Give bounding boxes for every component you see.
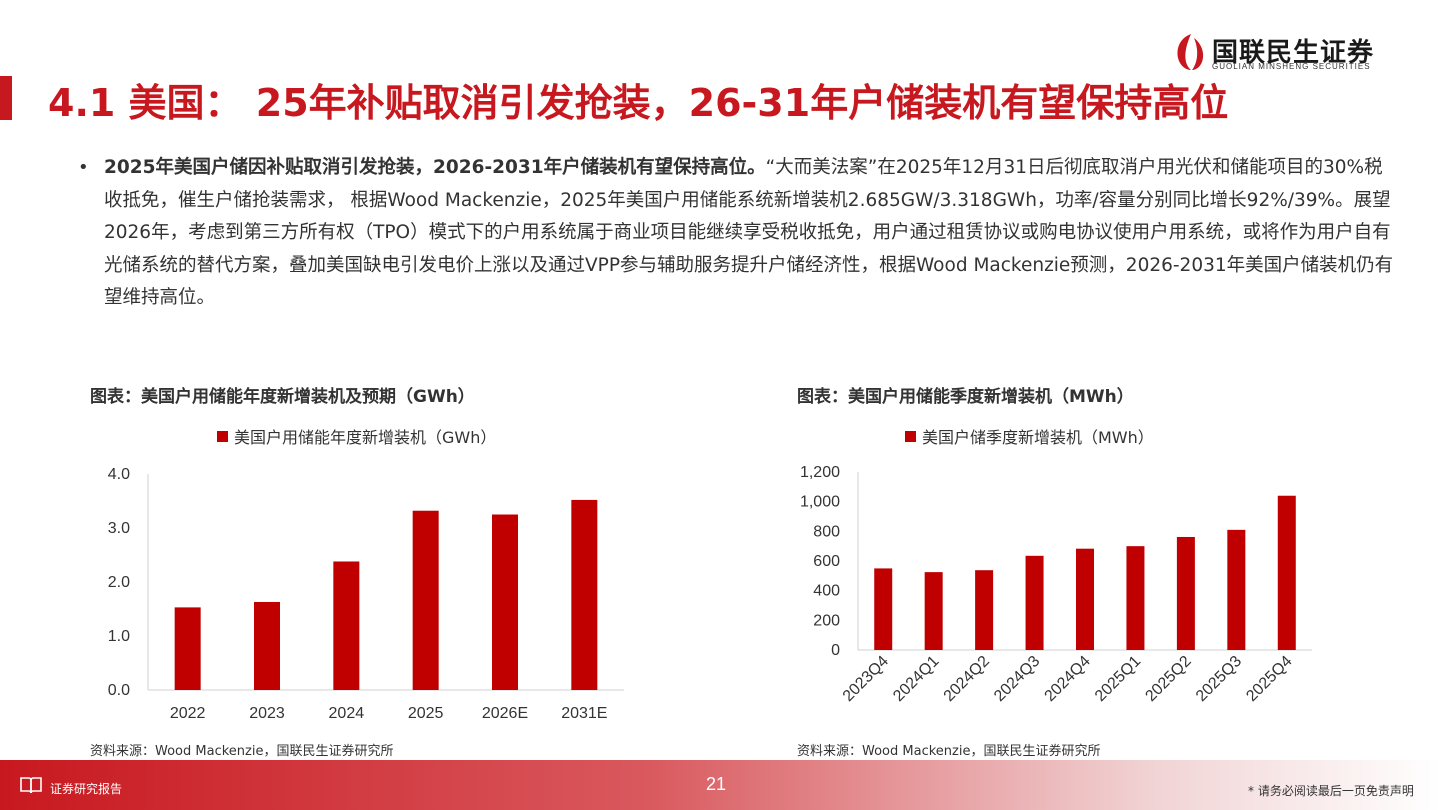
x-tick-label: 2024Q2 — [941, 653, 993, 705]
bar — [412, 510, 439, 690]
bullet-marker: • — [78, 157, 89, 178]
x-tick-label: 2023Q4 — [840, 653, 892, 705]
logo-mark-icon — [1177, 34, 1204, 70]
x-tick-label: 2025Q3 — [1193, 653, 1245, 705]
bar — [1277, 495, 1296, 650]
y-tick-label: 2.0 — [108, 574, 130, 591]
bar — [492, 514, 518, 690]
book-icon — [20, 777, 42, 794]
x-tick-label: 2025Q1 — [1092, 653, 1144, 705]
left-bar-chart: 0.0 1.0 2.0 3.0 4.0 2022 2023 2024 2025 2026E 2031… — [108, 466, 624, 722]
x-tick-label: 2024 — [329, 705, 365, 722]
disclaimer: * 请务必阅读最后一页免责声明 — [1248, 784, 1414, 798]
bar — [1176, 536, 1195, 650]
y-tick-label: 0.0 — [108, 682, 130, 699]
x-tick-label: 2024Q4 — [1042, 653, 1094, 705]
bar — [1227, 529, 1246, 650]
bar — [924, 572, 943, 650]
y-tick-label: 4.0 — [108, 466, 130, 483]
right-chart-heading: 图表：美国户用储能季度新增装机（MWh） — [797, 387, 1134, 407]
x-tick-label: 2023 — [249, 705, 285, 722]
company-logo: 国联民生证券 GUOLIAN MINSHENG SECURITIES — [1174, 30, 1394, 74]
paragraph-lead: 2025年美国户储因补贴取消引发抢装，2026-2031年户储装机有望保持高位。 — [104, 157, 766, 178]
page-number: 21 — [706, 774, 727, 794]
page-footer: 证券研究报告 21 * 请务必阅读最后一页免责声明 — [0, 760, 1440, 810]
x-tick-label: 2022 — [170, 705, 206, 722]
x-tick-label: 2025Q4 — [1243, 653, 1295, 705]
y-tick-label: 400 — [813, 583, 840, 600]
bar — [874, 568, 893, 650]
x-tick-label: 2024Q3 — [991, 653, 1043, 705]
bar — [975, 570, 994, 650]
y-tick-label: 800 — [813, 523, 840, 540]
left-legend-label: 美国户用储能年度新增装机（GWh） — [234, 428, 497, 447]
x-tick-label: 2031E — [561, 705, 607, 722]
paragraph-text: “大而美法案”在2025年12月31日后彻底取消户用光伏和储能项目的30%税收抵… — [104, 157, 1394, 308]
page-title: 4.1 美国： 25年补贴取消引发抢装，26-31年户储装机有望保持高位 — [48, 81, 1229, 125]
y-tick-label: 200 — [813, 612, 840, 629]
y-tick-label: 600 — [813, 553, 840, 570]
bar — [174, 607, 201, 690]
y-tick-label: 0 — [831, 642, 840, 659]
y-tick-label: 1.0 — [108, 628, 130, 645]
logo-name: 国联民生证券 — [1212, 38, 1375, 68]
footer-label: 证券研究报告 — [50, 782, 123, 796]
x-tick-label: 2024Q1 — [890, 653, 942, 705]
bar — [254, 601, 280, 690]
y-tick-label: 3.0 — [108, 520, 130, 537]
bar — [1025, 555, 1044, 650]
y-tick-label: 1,000 — [800, 494, 840, 511]
bar — [1076, 548, 1094, 650]
y-tick-label: 1,200 — [800, 464, 840, 481]
logo-subtitle: GUOLIAN MINSHENG SECURITIES — [1212, 62, 1371, 71]
x-tick-label: 2026E — [482, 705, 528, 722]
bar — [333, 561, 360, 690]
bar — [1126, 546, 1145, 650]
right-chart-legend: 美国户储季度新增装机（MWh） — [905, 424, 1154, 448]
x-tick-label: 2025Q2 — [1142, 653, 1194, 705]
body-paragraph: 2025年美国户储因补贴取消引发抢装，2026-2031年户储装机有望保持高位。… — [104, 152, 1394, 315]
left-chart-heading: 图表：美国户用储能年度新增装机及预期（GWh） — [90, 387, 475, 407]
legend-swatch — [217, 430, 228, 442]
right-bar-chart: 02004006008001,0001,2002023Q42024Q12024Q… — [800, 464, 1312, 705]
bar — [571, 499, 598, 690]
right-legend-label: 美国户储季度新增装机（MWh） — [922, 428, 1154, 447]
left-chart-legend: 美国户用储能年度新增装机（GWh） — [217, 424, 496, 448]
left-chart-source: 资料来源：Wood Mackenzie，国联民生证券研究所 — [90, 744, 394, 759]
right-chart-source: 资料来源：Wood Mackenzie，国联民生证券研究所 — [797, 744, 1101, 759]
legend-swatch — [905, 430, 916, 442]
title-accent-bar — [0, 76, 12, 120]
x-tick-label: 2025 — [408, 705, 444, 722]
